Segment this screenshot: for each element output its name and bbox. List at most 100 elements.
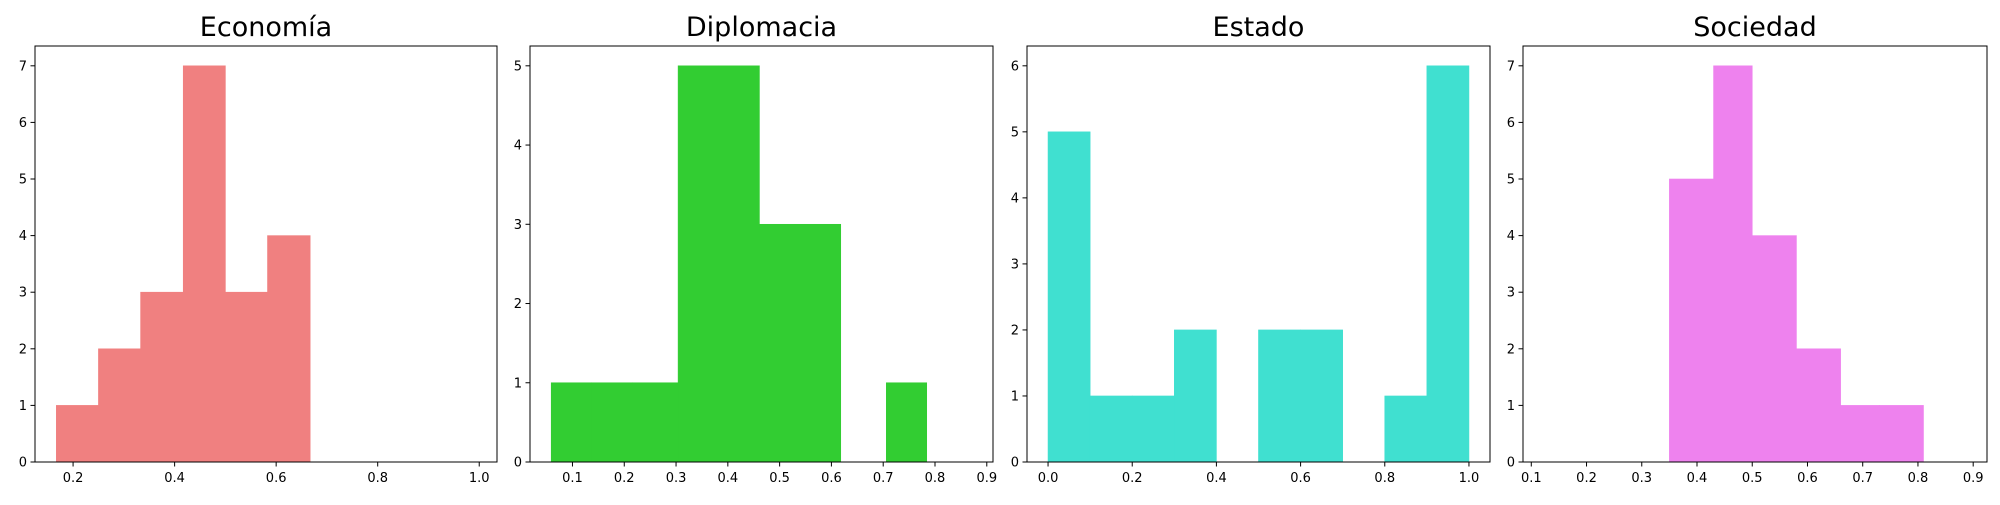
y-tick-label: 2: [514, 297, 522, 312]
histogram-bar: [591, 382, 633, 463]
histogram-panel-4: 0 1 2 3 4 5 6 7 0.1 0.2 0.3 0.4 0.5 0.6 0.7 0.8 0.9 Socie…: [1507, 12, 1988, 486]
histogram-panel-3: 0 1 2 3 4 5 6 0.0 0.2 0.4 0.6 0.8 1.0 Estado: [1011, 12, 1491, 486]
histogram-bar: [759, 223, 801, 463]
x-tick-label: 0.8: [367, 471, 388, 486]
x-tick-label: 0.3: [666, 471, 687, 486]
histogram-bar: [98, 348, 141, 463]
y-tick-label: 3: [19, 286, 27, 301]
x-tick-label: 0.5: [1742, 471, 1763, 486]
x-tick-label: 0.6: [266, 471, 287, 486]
y-tick-label: 4: [1507, 229, 1515, 244]
y-tick-label: 7: [19, 59, 27, 74]
histogram-bar: [225, 291, 268, 463]
axes-frame: [529, 45, 994, 463]
histogram-bar: [140, 291, 184, 463]
histogram-bar: [1047, 131, 1091, 463]
y-tick-label: 6: [1507, 116, 1515, 131]
x-tick-label: 0.4: [164, 471, 185, 486]
x-tick-label: 0.8: [1908, 471, 1929, 486]
y-tick-label: 6: [19, 116, 27, 131]
x-tick-label: 0.9: [976, 471, 997, 486]
x-tick-label: 0.5: [769, 471, 790, 486]
histogram-bar: [1131, 395, 1175, 463]
x-tick-label: 0.7: [1852, 471, 1873, 486]
y-tick-label: 5: [1507, 173, 1515, 188]
y-tick-label: 5: [1011, 125, 1019, 140]
y-tick-label: 0: [1011, 456, 1019, 471]
y-tick-label: 2: [19, 342, 27, 357]
axes-frame: [1026, 45, 1491, 463]
x-tick-label: 0.8: [1374, 471, 1395, 486]
y-tick-label: 2: [1011, 323, 1019, 338]
y-tick-label: 6: [1011, 59, 1019, 74]
y-tick-label: 2: [1507, 342, 1515, 357]
chart-title: Diplomacia: [686, 12, 837, 43]
histogram-bar: [1796, 348, 1841, 463]
y-tick-label: 7: [1507, 59, 1515, 74]
axes-frame: [1522, 45, 1988, 463]
histogram-panel-2: 0 1 2 3 4 5 0.1 0.2 0.3 0.4 0.5 0.6 0.7 0.8 0.9 Diploma…: [514, 12, 997, 486]
histogram-bar: [1751, 235, 1797, 463]
histogram-bar: [1174, 329, 1217, 463]
histogram-bar: [1384, 395, 1428, 463]
histogram-panel-1: 0 1 2 3 4 5 6 7 0.2 0.4 0.6 0.8 1.0 Economía: [19, 12, 498, 486]
y-tick-label: 4: [514, 139, 522, 154]
histogram-bar: [1300, 329, 1343, 463]
y-tick-label: 3: [514, 218, 522, 233]
axes-frame: [34, 45, 498, 463]
chart-title: Estado: [1213, 12, 1305, 43]
x-tick-label: 0.3: [1631, 471, 1652, 486]
y-tick-label: 1: [1507, 399, 1515, 414]
y-tick-label: 1: [19, 399, 27, 414]
y-tick-label: 0: [19, 456, 27, 471]
histogram-bar: [677, 65, 719, 463]
x-tick-label: 0.9: [1963, 471, 1984, 486]
y-tick-label: 0: [1507, 456, 1515, 471]
x-tick-label: 0.2: [614, 471, 635, 486]
histogram-bar: [1089, 395, 1133, 463]
histogram-bar: [1878, 405, 1924, 463]
histogram-bar: [56, 405, 99, 463]
x-tick-label: 0.6: [1797, 471, 1818, 486]
histogram-bar: [799, 223, 842, 463]
y-tick-label: 1: [1011, 389, 1019, 404]
x-tick-label: 0.1: [562, 471, 583, 486]
histogram-bar: [1713, 65, 1753, 463]
x-tick-label: 0.2: [63, 471, 84, 486]
x-tick-label: 0.4: [1687, 471, 1708, 486]
y-tick-label: 4: [19, 229, 27, 244]
histogram-bar: [267, 235, 311, 463]
histogram-bar: [632, 382, 679, 463]
y-tick-label: 5: [19, 173, 27, 188]
x-tick-label: 0.1: [1521, 471, 1542, 486]
x-tick-label: 0.6: [1290, 471, 1311, 486]
x-tick-label: 0.4: [717, 471, 738, 486]
y-tick-label: 0: [514, 456, 522, 471]
x-tick-label: 1.0: [469, 471, 490, 486]
y-tick-label: 4: [1011, 191, 1019, 206]
chart-title: Sociedad: [1693, 12, 1816, 43]
histogram-bar: [550, 382, 592, 463]
x-tick-label: 0.8: [925, 471, 946, 486]
histogram-bar: [1426, 65, 1470, 463]
x-tick-label: 0.0: [1038, 471, 1059, 486]
y-tick-label: 1: [514, 376, 522, 391]
x-tick-label: 0.2: [1576, 471, 1597, 486]
histogram-bar: [718, 65, 760, 463]
x-tick-label: 0.7: [873, 471, 894, 486]
histogram-bar: [1258, 329, 1301, 463]
y-tick-label: 5: [514, 59, 522, 74]
y-tick-label: 3: [1011, 257, 1019, 272]
histogram-bar: [886, 382, 928, 463]
histogram-bar: [1840, 405, 1880, 463]
x-tick-label: 0.2: [1122, 471, 1143, 486]
chart-title: Economía: [200, 12, 332, 43]
y-tick-label: 3: [1507, 286, 1515, 301]
x-tick-label: 0.4: [1206, 471, 1227, 486]
x-tick-label: 1.0: [1459, 471, 1480, 486]
histogram-bar: [1669, 178, 1714, 463]
x-tick-label: 0.6: [821, 471, 842, 486]
histogram-bar: [182, 65, 226, 463]
